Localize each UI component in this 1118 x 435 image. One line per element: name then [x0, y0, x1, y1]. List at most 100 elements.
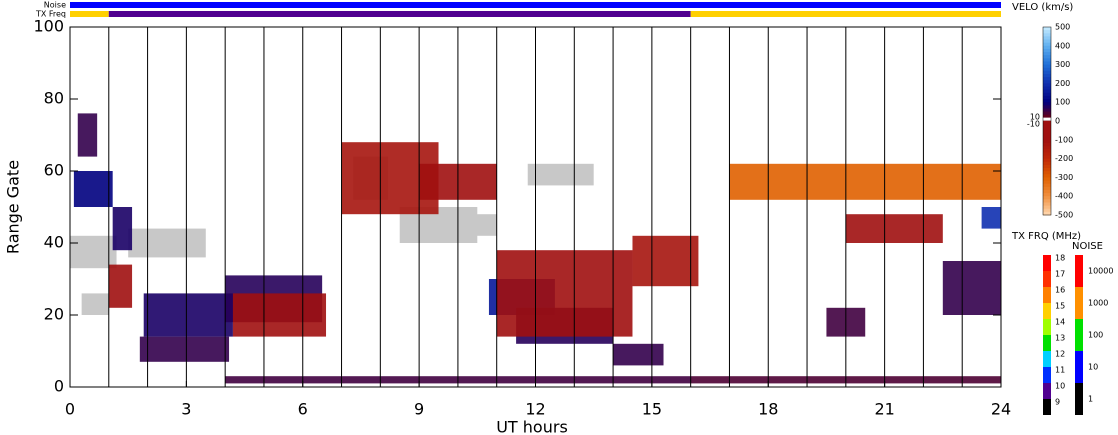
txfreq-segment — [108, 11, 691, 17]
freq-colorbar-cell — [1043, 303, 1051, 319]
noise-tick-label: 10 — [1088, 363, 1098, 372]
velo-colorbar-cell — [1043, 199, 1051, 203]
velo-colorbar-cell — [1043, 136, 1051, 141]
noise-segment — [70, 2, 1001, 8]
velo-tick-label: -300 — [1055, 173, 1073, 182]
scatter-patch — [112, 207, 133, 251]
velo-colorbar-cell — [1043, 121, 1051, 125]
scatter-patch — [613, 343, 664, 366]
velo-colorbar-cell — [1043, 111, 1051, 116]
y-tick-label: 40 — [44, 233, 64, 252]
freq-colorbar-cell — [1043, 255, 1051, 271]
freq-colorbar-cell — [1043, 367, 1051, 383]
velo-tick-label: -100 — [1055, 135, 1073, 144]
txfreq-segment — [70, 11, 109, 17]
velo-small-label: -10 — [1027, 120, 1040, 129]
freq-tick-label: 16 — [1055, 286, 1065, 295]
velo-colorbar-cell — [1043, 74, 1051, 78]
velo-colorbar-cell — [1043, 177, 1051, 182]
velo-colorbar-cell — [1043, 124, 1051, 128]
x-tick-label: 0 — [65, 400, 75, 419]
freq-tick-label: 14 — [1055, 318, 1065, 327]
freq-tick-label: 11 — [1055, 366, 1065, 375]
noise-colorbar-cell — [1075, 351, 1083, 383]
velo-colorbar-cell — [1043, 164, 1051, 169]
freq-tick-label: 12 — [1055, 350, 1065, 359]
scatter-patch — [232, 293, 327, 337]
y-tick-label: 80 — [44, 89, 64, 108]
velo-colorbar-cell — [1043, 180, 1051, 185]
noise-tick-label: 1 — [1088, 395, 1093, 404]
velo-colorbar-cell — [1043, 92, 1051, 97]
velo-colorbar-cell — [1043, 108, 1051, 113]
noise-colorbar-cell — [1075, 255, 1083, 287]
velo-colorbar-cell — [1043, 186, 1051, 191]
velo-colorbar-cell — [1043, 67, 1051, 72]
ground-scatter — [81, 293, 109, 315]
velo-tick-label: -200 — [1055, 154, 1073, 163]
txfreq-label: TX Freq — [35, 10, 66, 19]
scatter-patch — [981, 207, 1001, 229]
velo-colorbar-cell — [1043, 196, 1051, 200]
noise-colorbar-cell — [1075, 287, 1083, 319]
freq-colorbar-cell — [1043, 335, 1051, 351]
velo-tick-label: -500 — [1055, 211, 1073, 220]
freq-colorbar-cell — [1043, 319, 1051, 335]
freq-colorbar-cell — [1043, 271, 1051, 287]
y-axis-label: Range Gate — [4, 160, 23, 254]
velo-colorbar-cell — [1043, 58, 1051, 62]
freq-tick-label: 18 — [1055, 254, 1065, 263]
scatter-patch — [942, 261, 1001, 315]
velo-colorbar-cell — [1043, 86, 1051, 91]
velo-colorbar-cell — [1043, 36, 1051, 41]
scatter-patch — [73, 171, 113, 207]
velo-colorbar-cell — [1043, 208, 1051, 213]
velo-tick-label: 400 — [1055, 41, 1070, 50]
velo-zero-gap — [1043, 117, 1051, 121]
y-tick-label: 100 — [33, 17, 64, 36]
noise-tick-label: 100 — [1088, 331, 1103, 340]
noise-tick-label: 10000 — [1088, 267, 1113, 276]
velo-tick-label: 200 — [1055, 79, 1070, 88]
scatter-patch — [729, 163, 1001, 200]
velo-tick-label: 500 — [1055, 23, 1070, 32]
y-tick-label: 0 — [54, 377, 64, 396]
velo-colorbar-cell — [1043, 30, 1051, 34]
x-tick-label: 24 — [991, 400, 1011, 419]
x-tick-label: 6 — [298, 400, 308, 419]
velo-colorbar-cell — [1043, 130, 1051, 135]
velo-small-label: 10 — [1030, 113, 1040, 122]
velo-colorbar-cell — [1043, 133, 1051, 138]
velo-colorbar-cell — [1043, 158, 1051, 163]
velo-colorbar-cell — [1043, 99, 1051, 103]
x-tick-label: 15 — [642, 400, 662, 419]
velo-colorbar-cell — [1043, 171, 1051, 175]
velo-colorbar-cell — [1043, 139, 1051, 144]
x-tick-label: 9 — [414, 400, 424, 419]
ground-scatter — [527, 163, 594, 186]
velo-colorbar-cell — [1043, 127, 1051, 131]
velo-colorbar-cell — [1043, 61, 1051, 66]
velo-colorbar-cell — [1043, 77, 1051, 81]
velo-colorbar-cell — [1043, 155, 1051, 160]
x-tick-label: 18 — [758, 400, 778, 419]
velo-colorbar-cell — [1043, 211, 1051, 216]
txfreq-segment — [690, 11, 1001, 17]
y-tick-label: 20 — [44, 305, 64, 324]
velo-colorbar-cell — [1043, 146, 1051, 150]
velo-colorbar-cell — [1043, 183, 1051, 188]
freq-tick-label: 13 — [1055, 334, 1065, 343]
freq-colorbar-cell — [1043, 383, 1051, 399]
velo-tick-label: -400 — [1055, 192, 1073, 201]
velo-tick-label: 300 — [1055, 60, 1070, 69]
velo-colorbar-cell — [1043, 152, 1051, 156]
scatter-patch — [108, 264, 133, 308]
velo-colorbar-cell — [1043, 52, 1051, 56]
noise-tick-label: 1000 — [1088, 299, 1108, 308]
freq-tick-label: 9 — [1055, 398, 1060, 407]
scatter-patch — [845, 214, 943, 243]
velo-colorbar-cell — [1043, 149, 1051, 153]
velo-colorbar-cell — [1043, 205, 1051, 210]
velo-tick-label: 100 — [1055, 98, 1070, 107]
velo-colorbar-cell — [1043, 45, 1051, 50]
